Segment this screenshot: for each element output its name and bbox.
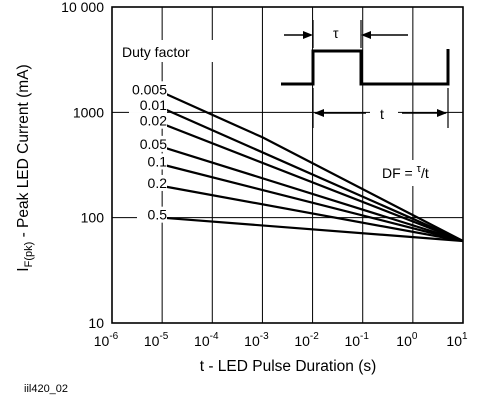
series-line-0.02 — [161, 122, 463, 243]
x-tick-base-4: 10 — [294, 333, 310, 349]
series-label-0.01: 0.01 — [140, 97, 167, 113]
tau-label: τ — [333, 25, 339, 41]
pulse-waveform — [281, 49, 450, 86]
legend-title: Duty factor — [122, 44, 190, 60]
formula-denominator: t — [425, 165, 429, 181]
y-tick-label-0: 10 — [88, 315, 104, 331]
x-tick-label-7: 101 — [446, 331, 468, 349]
x-tick-base-3: 10 — [244, 333, 260, 349]
series-line-0.1 — [161, 163, 463, 243]
series-label-0.2: 0.2 — [148, 175, 168, 191]
series-label-0.005: 0.005 — [132, 81, 167, 97]
series-label-bg-0.01 — [129, 96, 167, 113]
formula-slash: / — [421, 165, 425, 181]
x-tick-base-6: 10 — [396, 333, 412, 349]
t-label-bg — [370, 104, 398, 122]
series-line-0.2 — [161, 184, 463, 243]
x-tick-exp-2: -4 — [210, 331, 219, 342]
series-label-0.5: 0.5 — [148, 207, 168, 223]
series-line-0.005 — [161, 91, 463, 242]
x-tick-exp-4: -2 — [310, 331, 319, 342]
tau-arrowhead-right — [361, 31, 371, 39]
x-tick-label-0: 10-6 — [94, 331, 119, 349]
x-tick-exp-1: -5 — [159, 331, 168, 342]
plot-frame — [111, 6, 464, 324]
series-label-bg-0.5 — [137, 206, 167, 223]
y-tick-label-1: 100 — [81, 210, 105, 226]
tau-arrowhead-left — [303, 31, 313, 39]
x-tick-exp-5: -1 — [360, 331, 369, 342]
y-axis-label-main: I — [15, 267, 32, 271]
series-group — [161, 91, 463, 243]
y-axis-label: IF(pk) - Peak LED Current (mA) — [15, 64, 35, 271]
y-tick-labels: 10 100 1000 10 000 — [61, 0, 104, 331]
series-line-0.05 — [161, 145, 463, 243]
series-line-0.5 — [162, 216, 463, 243]
t-arrowhead-left — [314, 109, 324, 117]
x-axis-label: t - LED Pulse Duration (s) — [200, 358, 377, 375]
series-label-bg-0.005 — [121, 81, 167, 98]
y-tick-label-3: 10 000 — [61, 0, 104, 15]
figure-id: iil420_02 — [24, 383, 68, 395]
x-tick-label-2: 10-4 — [194, 331, 219, 349]
y-tick-label-2: 1000 — [73, 104, 104, 120]
series-line-0.01 — [161, 106, 463, 243]
x-tick-label-4: 10-2 — [294, 331, 319, 349]
formula-lhs: DF = — [382, 165, 417, 181]
x-tick-label-6: 100 — [396, 331, 418, 349]
series-label-bg-0.05 — [129, 135, 167, 152]
x-tick-base-5: 10 — [344, 333, 360, 349]
x-tick-exp-0: -6 — [109, 331, 118, 342]
t-arrowhead-right — [437, 109, 447, 117]
x-tick-base-0: 10 — [94, 333, 110, 349]
x-tick-label-1: 10-5 — [144, 331, 169, 349]
pulse-inset — [281, 20, 450, 128]
x-tick-base-7: 10 — [446, 333, 462, 349]
series-label-bg-0.1 — [137, 153, 167, 170]
formula-bg — [378, 160, 450, 186]
x-tick-label-5: 10-1 — [344, 331, 369, 349]
x-tick-exp-7: 1 — [462, 331, 468, 342]
series-label-0.02: 0.02 — [140, 113, 167, 129]
series-label-bg-0.2 — [137, 174, 167, 191]
x-tick-base-1: 10 — [144, 333, 160, 349]
x-tick-exp-6: 0 — [412, 331, 418, 342]
x-tick-label-3: 10-3 — [244, 331, 269, 349]
legend-title-bg — [118, 40, 214, 62]
series-label-0.1: 0.1 — [148, 153, 168, 169]
formula-numerator: τ — [417, 163, 422, 175]
y-axis-label-sub: F(pk) — [23, 242, 35, 268]
series-label-bg-0.02 — [129, 112, 167, 129]
series-label-0.05: 0.05 — [140, 136, 167, 152]
x-tick-exp-3: -3 — [260, 331, 269, 342]
y-axis-label-rest: - Peak LED Current (mA) — [15, 64, 32, 241]
x-tick-labels: 10-6 10-5 10-4 10-3 10-2 10-1 100 101 — [94, 331, 468, 349]
duty-factor-formula: DF = τ/t — [382, 163, 429, 181]
x-tick-base-2: 10 — [194, 333, 210, 349]
t-label: t — [380, 106, 384, 122]
